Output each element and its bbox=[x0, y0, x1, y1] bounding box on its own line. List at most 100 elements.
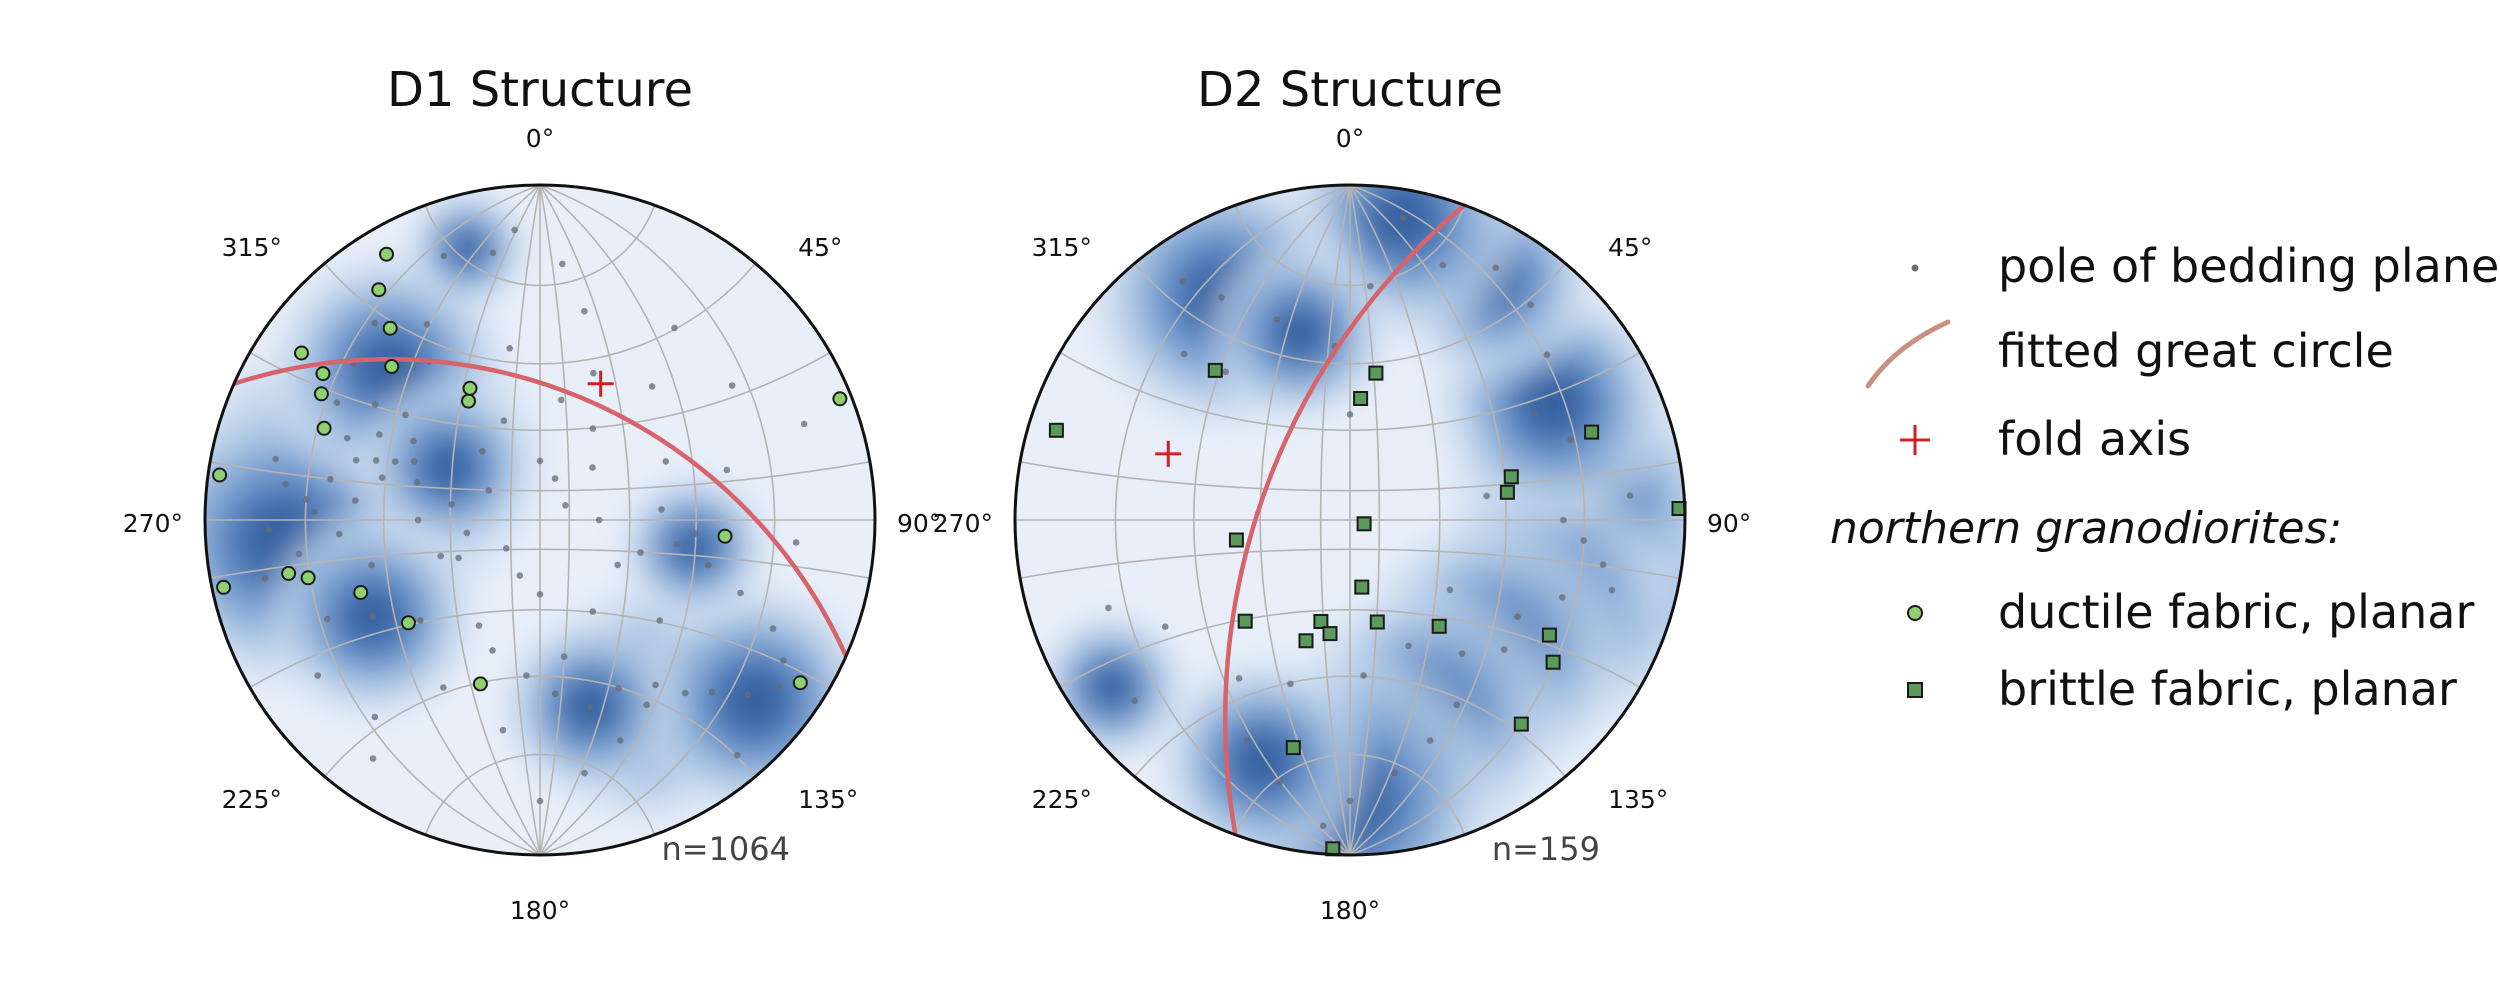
sample-count-d2: n=159 bbox=[1492, 830, 1600, 868]
azimuth-label: 270° bbox=[933, 509, 993, 538]
pole-point bbox=[1405, 642, 1412, 650]
pole-point bbox=[413, 479, 421, 486]
pole-point bbox=[589, 608, 597, 615]
brittle-fabric-point bbox=[1228, 532, 1244, 548]
pole-point bbox=[1514, 613, 1521, 620]
gridline bbox=[249, 609, 831, 689]
pole-point bbox=[615, 685, 622, 692]
brittle-fabric-point bbox=[1313, 614, 1329, 629]
pole-point bbox=[1243, 737, 1251, 744]
azimuth-label: 0° bbox=[526, 124, 554, 153]
pole-point bbox=[352, 456, 360, 464]
pole-point bbox=[792, 539, 800, 546]
pole-point bbox=[402, 411, 409, 419]
gridline bbox=[1059, 609, 1641, 689]
pole-point bbox=[352, 497, 359, 504]
pole-point bbox=[1273, 316, 1281, 323]
pole-point bbox=[1218, 294, 1225, 301]
pole-point bbox=[1276, 778, 1284, 786]
pole-point bbox=[1360, 672, 1367, 679]
pole-point bbox=[637, 549, 644, 556]
brittle-fabric-point bbox=[1353, 391, 1369, 406]
pole-point bbox=[1346, 411, 1354, 418]
pole-point bbox=[463, 529, 471, 537]
pole-point bbox=[560, 653, 568, 660]
legend-great-circle-icon bbox=[1865, 319, 1951, 389]
azimuth-label: 90° bbox=[897, 509, 941, 538]
pole-point bbox=[559, 260, 566, 268]
pole-point bbox=[723, 466, 731, 474]
pole-point bbox=[369, 755, 377, 762]
pole-point bbox=[536, 591, 544, 598]
pole-point bbox=[506, 345, 513, 352]
pole-point bbox=[1222, 368, 1229, 376]
pole-point bbox=[595, 516, 603, 524]
pole-point bbox=[708, 688, 716, 696]
ductile-fabric-point bbox=[379, 246, 394, 262]
density-blob bbox=[723, 668, 788, 733]
brittle-fabric-point bbox=[1207, 362, 1223, 378]
gridline bbox=[1019, 461, 1681, 492]
pole-point bbox=[410, 437, 417, 445]
pole-point bbox=[1319, 822, 1327, 830]
chart-title-d1: D1 Structure bbox=[387, 62, 693, 118]
azimuth-label: 180° bbox=[1320, 896, 1380, 925]
pole-point bbox=[616, 737, 624, 744]
pole-point bbox=[335, 530, 343, 538]
brittle-fabric-point bbox=[1499, 484, 1515, 500]
pole-point bbox=[1131, 697, 1138, 704]
azimuth-label: 45° bbox=[798, 233, 842, 262]
azimuth-label: 180° bbox=[510, 896, 570, 925]
azimuth-label: 90° bbox=[1707, 509, 1751, 538]
pole-point bbox=[769, 625, 777, 632]
pole-point bbox=[1105, 604, 1112, 612]
pole-point bbox=[1179, 278, 1187, 285]
legend-label-fold-axis: fold axis bbox=[1998, 412, 2191, 466]
ductile-fabric-point bbox=[212, 467, 228, 483]
pole-point bbox=[310, 508, 318, 516]
pole-point bbox=[502, 545, 510, 552]
pole-point bbox=[479, 447, 486, 455]
ductile-fabric-point bbox=[313, 386, 329, 402]
stereonet-d2: D2 Structure 0° 45° 90° 135° 180° 225° 270° 315… bbox=[933, 62, 1752, 925]
pole-point bbox=[1367, 283, 1374, 290]
azimuth-label: 135° bbox=[798, 785, 858, 814]
density-blob bbox=[451, 232, 484, 265]
pole-point bbox=[1483, 492, 1490, 500]
azimuth-label: 45° bbox=[1608, 233, 1652, 262]
pole-point bbox=[536, 457, 544, 465]
primitive-circle bbox=[203, 183, 877, 857]
pole-point bbox=[744, 691, 752, 698]
azimuth-label: 135° bbox=[1608, 785, 1668, 814]
pole-point bbox=[728, 382, 736, 389]
legend-label-brittle: brittle fabric, planar bbox=[1998, 662, 2457, 716]
pole-point bbox=[1446, 586, 1454, 594]
brittle-fabric-point bbox=[1322, 626, 1338, 642]
pole-point bbox=[272, 455, 280, 463]
pole-point bbox=[437, 552, 445, 560]
pole-point bbox=[1527, 301, 1534, 309]
pole-point bbox=[1426, 737, 1434, 744]
pole-point bbox=[295, 550, 303, 558]
pole-point bbox=[1560, 516, 1567, 524]
density-blob bbox=[424, 443, 473, 492]
pole-point bbox=[378, 474, 386, 482]
azimuth-label: 225° bbox=[1032, 785, 1092, 814]
gridline bbox=[1134, 262, 1566, 365]
pole-point bbox=[681, 689, 689, 697]
pole-point bbox=[314, 672, 322, 679]
gridline bbox=[1059, 351, 1641, 431]
pole-point bbox=[303, 496, 310, 503]
pole-point bbox=[1346, 797, 1354, 805]
pole-point bbox=[1500, 646, 1508, 653]
pole-point bbox=[662, 458, 670, 465]
ductile-fabric-point bbox=[384, 359, 400, 374]
pole-point bbox=[643, 701, 650, 709]
pole-point bbox=[523, 672, 530, 679]
pole-point bbox=[734, 751, 741, 759]
pole-point bbox=[1391, 769, 1398, 777]
net-d2: 0° 45° 90° 135° 180° 225° 270° 315° bbox=[933, 124, 1752, 925]
brittle-fabric-point bbox=[1369, 614, 1385, 630]
fold-axis-marker bbox=[587, 370, 614, 397]
pole-point bbox=[775, 683, 782, 691]
